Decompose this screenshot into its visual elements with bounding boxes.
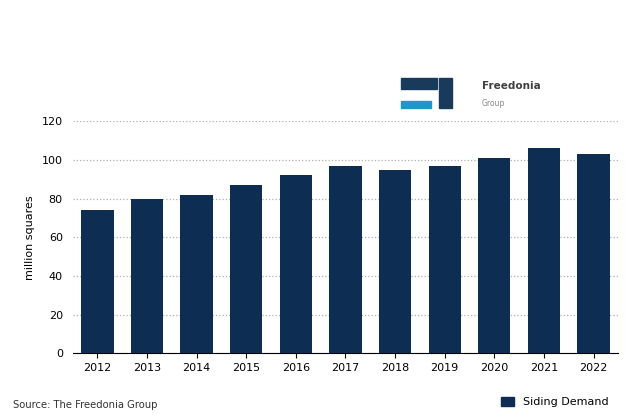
- Bar: [528, 148, 560, 353]
- Bar: [478, 158, 510, 353]
- Bar: [439, 78, 452, 108]
- Bar: [329, 166, 362, 353]
- Bar: [180, 195, 213, 353]
- Bar: [379, 170, 411, 353]
- Text: Figure 3-2.
Siding Demand,
2012 – 2022
(million squares): Figure 3-2. Siding Demand, 2012 – 2022 (…: [16, 8, 127, 78]
- Text: Freedonia: Freedonia: [482, 82, 541, 92]
- Bar: [401, 101, 432, 108]
- Bar: [81, 210, 114, 353]
- Bar: [230, 185, 262, 353]
- Text: Group: Group: [482, 99, 505, 108]
- Legend: Siding Demand: Siding Demand: [496, 392, 613, 411]
- Y-axis label: million squares: million squares: [25, 195, 35, 280]
- Bar: [280, 176, 312, 353]
- Bar: [131, 199, 163, 353]
- Text: Source: The Freedonia Group: Source: The Freedonia Group: [13, 400, 157, 410]
- Bar: [428, 166, 461, 353]
- Bar: [577, 154, 610, 353]
- Bar: [401, 78, 437, 89]
